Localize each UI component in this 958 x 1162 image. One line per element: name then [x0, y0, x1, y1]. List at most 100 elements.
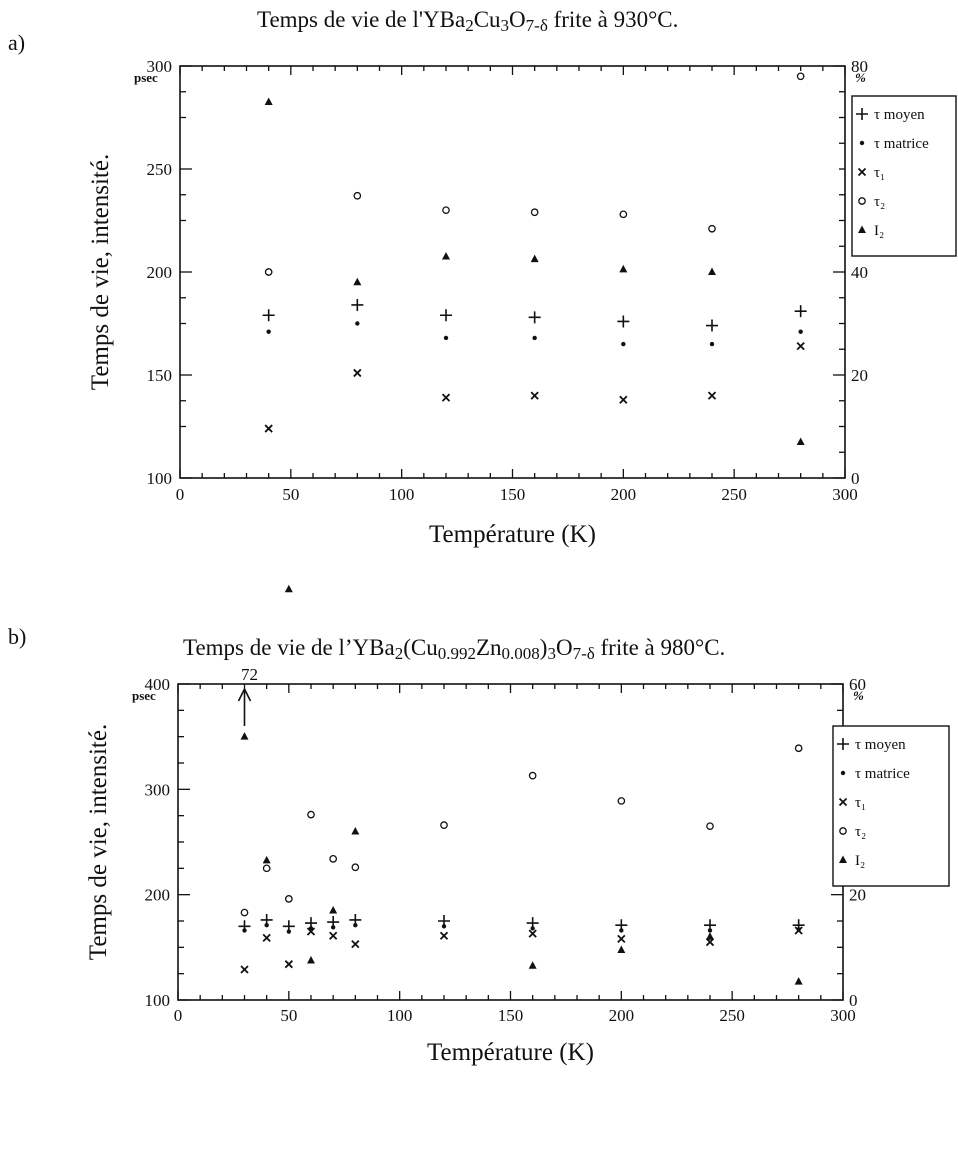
data-point-cross — [329, 931, 338, 940]
data-point-cross — [528, 929, 537, 938]
chart-title: Temps de vie de l’YBa2(Cu0.992Zn0.008)3O… — [183, 635, 725, 663]
x-tick-label: 50 — [280, 1006, 297, 1025]
data-point-dot — [709, 341, 715, 347]
data-point-cross — [794, 926, 803, 935]
x-tick-label: 250 — [719, 1006, 745, 1025]
annotation-arrow — [237, 687, 252, 726]
data-point-triangle — [794, 977, 803, 985]
x-tick-label: 200 — [611, 485, 637, 504]
data-point-triangle — [307, 956, 315, 964]
data-point-dot — [443, 335, 449, 341]
data-point-triangle — [706, 932, 714, 940]
data-point-dot — [242, 928, 247, 933]
x-tick-label: 300 — [830, 1006, 856, 1025]
legend-marker-dot — [840, 770, 846, 776]
data-point-circle — [240, 908, 249, 917]
panel-label: a) — [8, 30, 25, 55]
data-point-cross — [306, 927, 316, 936]
legend-label: τ₁ — [855, 795, 866, 811]
y2-tick-label: 0 — [851, 469, 860, 488]
data-point-circle — [440, 821, 448, 829]
data-point-cross — [619, 395, 628, 404]
y-tick-label: 250 — [147, 160, 173, 179]
data-point-circle — [307, 810, 315, 819]
data-point-circle — [284, 895, 293, 903]
data-point-dot — [707, 928, 713, 933]
data-point-cross — [351, 940, 360, 949]
data-point-plus — [706, 319, 718, 332]
data-point-cross — [441, 393, 451, 402]
data-point-plus — [528, 311, 541, 324]
data-point-triangle — [617, 945, 626, 953]
data-point-circle — [442, 206, 450, 215]
x-tick-label: 0 — [176, 485, 185, 504]
data-point-dot — [286, 929, 292, 934]
data-point-circle — [329, 855, 338, 863]
data-point-dot — [619, 928, 624, 933]
data-point-circle — [619, 210, 628, 219]
data-point-circle — [264, 268, 273, 276]
data-point-cross — [707, 391, 717, 400]
x-tick-label: 150 — [500, 485, 526, 504]
legend-marker-circle — [839, 827, 847, 835]
y-unit-label: psec — [132, 688, 156, 703]
data-point-cross — [240, 965, 249, 974]
chart-title: Temps de vie de l'YBa2Cu3O7-δ frite à 93… — [257, 7, 678, 35]
data-point-circle — [262, 864, 271, 873]
data-point-triangle — [329, 905, 338, 914]
data-point-cross — [530, 391, 539, 400]
data-point-triangle — [528, 961, 537, 969]
y2-tick-label: 20 — [849, 886, 866, 905]
y2-tick-label: 80 — [851, 57, 868, 76]
data-point-cross — [264, 424, 273, 433]
data-point-plus — [794, 305, 807, 318]
data-point-circle — [794, 744, 803, 753]
data-point-triangle — [442, 252, 450, 260]
data-point-triangle — [284, 584, 293, 593]
data-point-triangle — [264, 97, 273, 106]
y-tick-label: 100 — [147, 469, 173, 488]
data-point-triangle — [619, 264, 628, 273]
data-point-triangle — [530, 254, 539, 263]
y-tick-label: 200 — [147, 263, 173, 282]
legend-label: τ moyen — [874, 107, 925, 123]
data-point-plus — [351, 298, 364, 311]
chart-panel-b: b) Temps de vie de l’YBa2(Cu0.992Zn0.008)… — [8, 584, 950, 1066]
y-axis-title: Temps de vie, intensité. — [85, 724, 112, 960]
y-tick-label: 150 — [147, 366, 173, 385]
data-point-triangle — [240, 732, 249, 740]
data-point-triangle — [708, 267, 716, 275]
legend-box — [832, 725, 950, 887]
legend-marker-dot — [859, 140, 865, 146]
y-tick-label: 100 — [145, 991, 171, 1010]
legend-marker-cross — [857, 167, 867, 177]
data-point-plus — [262, 309, 275, 322]
y2-tick-label: 20 — [851, 366, 868, 385]
legend-marker-cross — [838, 797, 848, 807]
x-tick-label: 50 — [282, 485, 299, 504]
legend-marker-plus — [856, 108, 868, 120]
data-point-circle — [351, 863, 360, 872]
data-point-dot — [532, 335, 537, 341]
y-axis-title: Temps de vie, intensité. — [87, 154, 114, 390]
y-tick-label: 400 — [145, 675, 171, 694]
y2-unit-label: % — [853, 688, 864, 703]
x-tick-label: 200 — [609, 1006, 635, 1025]
data-point-dot — [353, 923, 358, 928]
x-axis-title: Température (K) — [427, 1039, 594, 1066]
data-point-circle — [706, 822, 714, 831]
legend-label: τ matrice — [855, 766, 910, 782]
data-point-triangle — [351, 826, 360, 835]
legend-label: τ₂ — [855, 824, 866, 840]
legend-label: τ₂ — [874, 194, 885, 210]
data-point-circle — [796, 72, 805, 81]
legend-marker-circle — [858, 197, 866, 205]
legend-label: τ moyen — [855, 737, 906, 753]
data-point-circle — [708, 224, 716, 233]
y-unit-label: psec — [134, 70, 158, 85]
data-point-cross — [617, 934, 626, 944]
data-point-circle — [530, 208, 539, 217]
data-point-dot — [441, 924, 447, 929]
legend-label: I₂ — [855, 853, 865, 869]
